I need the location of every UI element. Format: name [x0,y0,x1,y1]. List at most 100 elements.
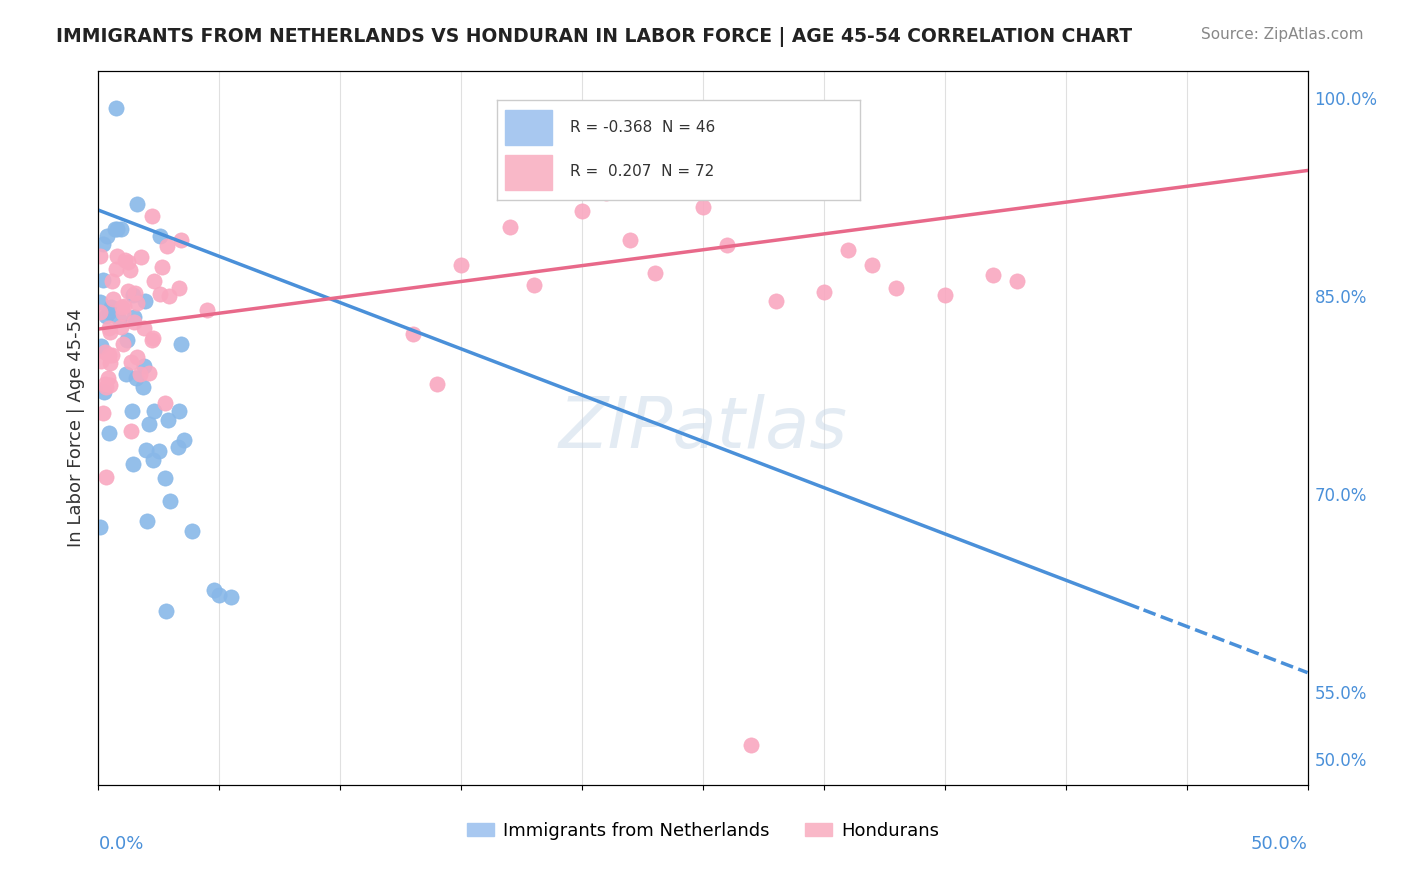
Point [96,229,118,244]
Point [122,315,145,329]
Text: ZIPatlas: ZIPatlas [558,393,848,463]
Point [886,281,908,295]
Point [98,305,121,319]
Point [202,582,225,597]
Point [98,348,121,362]
Point [157,289,180,303]
Point [156,239,179,253]
Point [159,493,181,508]
Point [98,425,121,440]
Point [149,287,172,301]
Point [96,470,118,484]
Point [111,301,134,315]
Point [221,590,243,604]
Point [121,404,143,418]
Point [124,286,146,301]
Point [450,258,472,272]
Point [740,739,762,753]
Point [135,442,157,457]
Point [115,333,138,347]
Point [101,274,124,288]
Point [98,325,121,339]
Point [426,376,449,391]
Point [149,228,172,243]
Point [142,331,165,345]
Point [134,359,156,373]
Point [716,237,738,252]
Point [108,311,131,326]
Point [98,321,121,335]
Point [571,204,593,219]
Point [91,406,114,420]
Point [143,404,166,418]
Point [498,219,520,234]
Point [117,255,139,269]
Point [105,249,128,263]
Point [167,281,190,295]
Point [142,274,165,288]
Point [112,299,135,313]
Point [148,443,170,458]
Point [91,273,114,287]
Point [89,305,111,319]
Point [173,434,195,448]
Point [644,266,666,280]
Point [89,520,111,534]
Point [127,296,149,310]
Point [100,300,122,314]
Point [619,233,641,247]
Point [138,417,160,431]
Text: IMMIGRANTS FROM NETHERLANDS VS HONDURAN IN LABOR FORCE | AGE 45-54 CORRELATION C: IMMIGRANTS FROM NETHERLANDS VS HONDURAN … [56,27,1132,46]
Point [141,333,163,347]
Point [125,350,148,364]
Point [125,371,148,385]
Point [122,288,145,302]
Point [98,377,121,392]
Point [94,310,117,324]
Point [142,453,165,467]
Point [155,604,177,618]
Point [104,222,127,236]
Point [120,262,142,277]
Point [150,260,173,275]
Point [170,337,193,351]
Point [132,380,155,394]
Point [860,258,883,272]
Point [121,424,143,438]
Point [136,514,159,528]
Point [128,367,150,381]
Point [105,221,128,235]
Point [115,367,138,381]
Point [104,262,127,277]
Point [112,336,135,351]
Y-axis label: In Labor Force | Age 45-54: In Labor Force | Age 45-54 [66,309,84,548]
Text: Source: ZipAtlas.com: Source: ZipAtlas.com [1201,27,1364,42]
Point [111,305,134,319]
Point [813,285,835,299]
Point [89,249,111,263]
Point [789,156,811,170]
Point [523,278,546,293]
Point [402,327,425,342]
Point [93,384,115,399]
Point [138,366,160,380]
Point [837,244,859,258]
Point [98,356,121,370]
Point [595,186,617,200]
Point [195,302,218,317]
Point [125,196,148,211]
Point [134,321,156,335]
Point [122,310,145,325]
Point [90,353,112,368]
Point [208,589,231,603]
Point [117,284,139,298]
Point [169,404,191,418]
Point [1007,274,1029,288]
Point [155,471,177,485]
Point [153,396,176,410]
Point [765,293,787,308]
Point [934,287,956,301]
Point [122,457,145,471]
Point [114,252,136,267]
Point [93,345,115,359]
